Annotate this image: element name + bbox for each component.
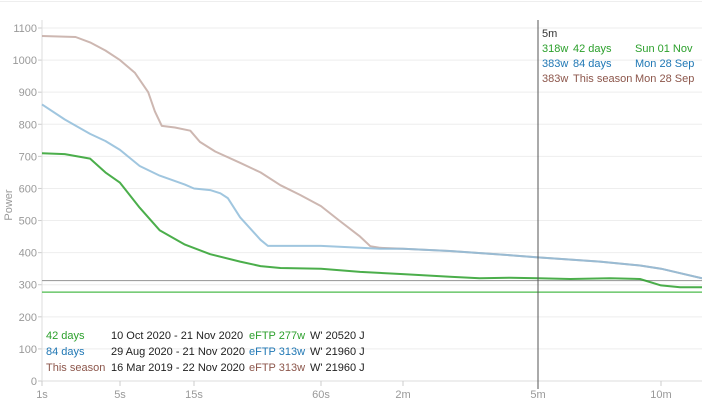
legend-eftp: eFTP 313w xyxy=(249,346,305,358)
y-tick-label: 100 xyxy=(19,344,37,356)
x-tick-label: 10m xyxy=(650,389,671,401)
legend-date-range: 29 Aug 2020 - 21 Nov 2020 xyxy=(111,346,245,358)
cursor-series-name: 84 days xyxy=(573,58,612,70)
cursor-series-name: 42 days xyxy=(573,43,612,55)
x-tick-label: 5s xyxy=(114,389,126,401)
y-tick-label: 1000 xyxy=(13,55,37,67)
cursor-watts: 383w xyxy=(542,58,568,70)
cursor-label: 5m xyxy=(542,28,557,40)
y-tick-label: 0 xyxy=(31,376,37,388)
cursor-date: Sun 01 Nov xyxy=(635,43,693,55)
y-tick-label: 200 xyxy=(19,312,37,324)
y-tick-label: 1100 xyxy=(13,23,37,35)
legend-wprime: W' 21960 J xyxy=(310,346,365,358)
y-tick-label: 400 xyxy=(19,248,37,260)
cursor-date: Mon 28 Sep xyxy=(635,58,694,70)
x-tick-label: 60s xyxy=(312,389,330,401)
y-tick-label: 500 xyxy=(19,216,37,228)
x-tick-label: 5m xyxy=(530,389,545,401)
series-line-42-days xyxy=(41,152,702,289)
y-tick-label: 600 xyxy=(19,183,37,195)
y-tick-label: 800 xyxy=(19,119,37,131)
cursor-date: Mon 28 Sep xyxy=(635,73,694,85)
legend-eftp: eFTP 313w xyxy=(249,362,305,374)
legend-name: This season xyxy=(46,362,105,374)
cursor-watts: 383w xyxy=(542,73,568,85)
legend-name: 42 days xyxy=(46,330,85,342)
legend-wprime: W' 20520 J xyxy=(310,330,365,342)
legend-eftp: eFTP 277w xyxy=(249,330,305,342)
y-tick-label: 900 xyxy=(19,87,37,99)
legend-date-range: 10 Oct 2020 - 21 Nov 2020 xyxy=(111,330,243,342)
x-tick-label: 15s xyxy=(185,389,203,401)
series-line-84-days xyxy=(41,103,702,280)
y-axis-label: Power xyxy=(3,189,15,221)
x-tick-label: 2m xyxy=(395,389,410,401)
y-tick-label: 700 xyxy=(19,151,37,163)
cursor-watts: 318w xyxy=(542,43,568,55)
legend-wprime: W' 21960 J xyxy=(310,362,365,374)
legend-name: 84 days xyxy=(46,346,85,358)
cursor-series-name: This season xyxy=(573,73,632,85)
y-tick-label: 300 xyxy=(19,280,37,292)
legend-date-range: 16 Mar 2019 - 22 Nov 2020 xyxy=(111,362,245,374)
x-tick-label: 1s xyxy=(36,389,48,401)
